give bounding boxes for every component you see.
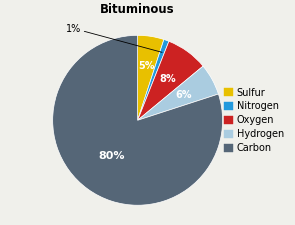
Wedge shape	[138, 41, 203, 120]
Title: Bituminous: Bituminous	[100, 3, 175, 16]
Text: 1%: 1%	[66, 24, 162, 52]
Text: 80%: 80%	[99, 151, 125, 161]
Wedge shape	[138, 66, 218, 120]
Text: 6%: 6%	[176, 90, 192, 100]
Text: 8%: 8%	[159, 74, 176, 84]
Legend: Sulfur, Nitrogen, Oxygen, Hydrogen, Carbon: Sulfur, Nitrogen, Oxygen, Hydrogen, Carb…	[224, 88, 284, 153]
Wedge shape	[53, 35, 223, 205]
Text: 5%: 5%	[138, 61, 155, 71]
Wedge shape	[138, 39, 169, 120]
Wedge shape	[138, 35, 164, 120]
